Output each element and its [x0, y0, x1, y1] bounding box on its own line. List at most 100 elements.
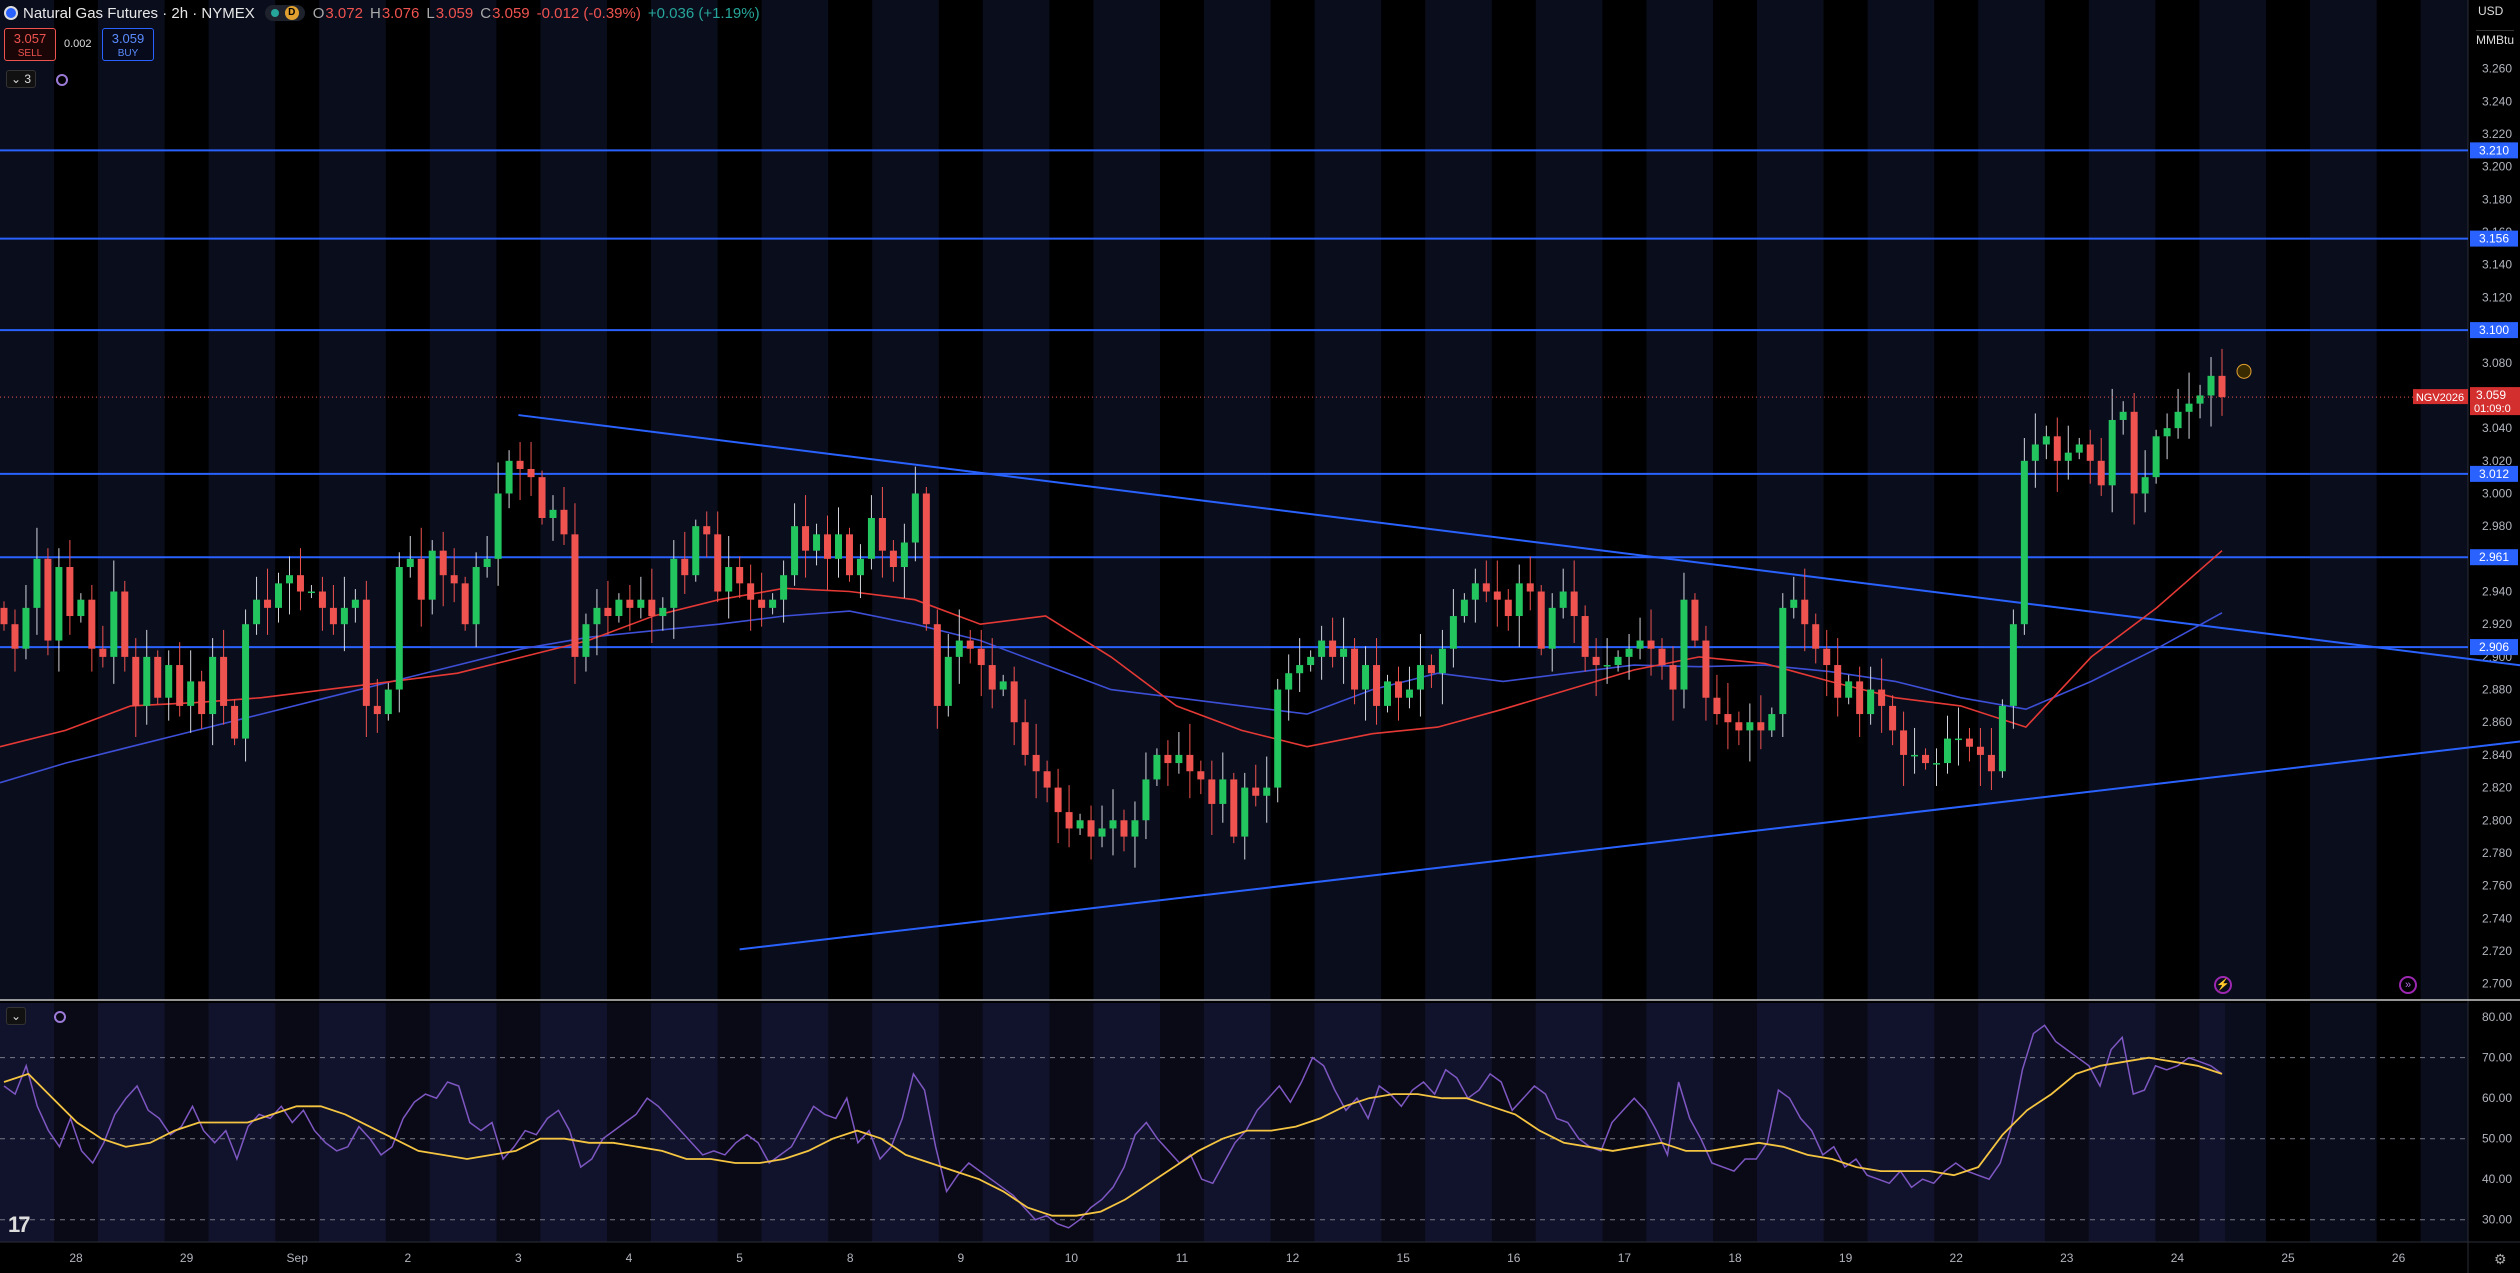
time-tick-label: 22 [1950, 1251, 1964, 1265]
candle-body [0, 607, 8, 625]
unit-label[interactable]: MMBtu [2476, 30, 2515, 47]
candle-body [988, 665, 996, 690]
candle-body [1922, 754, 1930, 764]
sync-icon[interactable] [56, 74, 68, 86]
candle-body [1285, 673, 1293, 690]
level-price-label: 2.961 [2479, 550, 2509, 564]
rsi-sync-icon[interactable] [54, 1011, 66, 1023]
settings-gear-icon[interactable]: ⚙ [2494, 1251, 2507, 1267]
time-tick-label: 4 [626, 1251, 633, 1265]
candle-body [1153, 754, 1161, 780]
candle-body [99, 648, 107, 657]
candle-body [1867, 689, 1875, 715]
candle-body [1856, 681, 1864, 715]
candle-body [1197, 771, 1205, 780]
candle-body [88, 599, 96, 649]
candle-body [692, 526, 700, 576]
rsi-collapse-button[interactable]: ⌄ [6, 1007, 27, 1025]
indicators-toggle-button[interactable]: ⌄ 3 [6, 70, 37, 88]
rsi-moving-average-line [3, 1056, 2223, 1217]
candle-body [1735, 722, 1743, 731]
time-tick-label: 29 [180, 1251, 194, 1265]
candle-body [1471, 583, 1479, 600]
buy-label: BUY [117, 48, 139, 59]
level-price-label: 3.156 [2479, 232, 2509, 246]
candle-body [439, 550, 447, 576]
time-tick-label: 5 [736, 1251, 743, 1265]
candle-body [253, 599, 261, 625]
price-axis-bg [2468, 0, 2520, 1273]
candle-body [2108, 419, 2116, 486]
price-tick-label: 3.140 [2482, 258, 2512, 272]
candle-body [1252, 787, 1260, 796]
current-symbol-label: NGV2026 [2416, 392, 2464, 404]
level-price-label: 3.012 [2479, 467, 2509, 481]
candle-body [2075, 444, 2083, 453]
candle-body [1790, 599, 1798, 608]
candle-body [725, 567, 733, 592]
candle-body [593, 607, 601, 625]
change-value-2: +0.036 (+1.19%) [647, 4, 760, 22]
symbol-title[interactable]: Natural Gas Futures · 2h · NYMEX [23, 4, 255, 22]
candle-body [494, 493, 502, 559]
time-tick-label: 25 [2281, 1251, 2295, 1265]
sell-label: SELL [17, 48, 43, 59]
session-band [2310, 1003, 2377, 1242]
time-tick-label: 15 [1397, 1251, 1411, 1265]
low-label: L [426, 4, 435, 22]
time-tick-label: 11 [1176, 1251, 1189, 1265]
session-band [872, 1003, 939, 1242]
candle-body [1900, 730, 1908, 755]
level-price-tag [2470, 549, 2518, 566]
candle-body [1625, 648, 1633, 657]
candle-body [933, 624, 941, 706]
candle-body [143, 656, 151, 706]
buy-button[interactable]: 3.059 BUY [102, 28, 154, 61]
candle-body [1658, 648, 1666, 666]
session-band [1535, 1003, 1603, 1242]
low-value: 3.059 [435, 4, 474, 22]
candle-body [1120, 820, 1128, 837]
candle-body [1142, 779, 1150, 821]
high-label: H [369, 4, 381, 22]
candle-body [1592, 656, 1600, 666]
session-band [1867, 0, 1935, 1000]
price-tick-label: 3.220 [2482, 127, 2512, 141]
candle-body [1812, 624, 1820, 649]
session-band [540, 1003, 607, 1242]
candle-body [1021, 722, 1029, 755]
candle-body [231, 705, 239, 739]
candle-body [769, 599, 777, 608]
lightning-icon[interactable]: ⚡ [2214, 976, 2232, 994]
candle-body [1515, 583, 1523, 617]
candle-body [22, 607, 30, 649]
session-band [651, 1003, 718, 1242]
scroll-to-realtime-icon[interactable]: » [2399, 976, 2417, 994]
candle-body [242, 624, 250, 739]
candle-body [966, 640, 974, 649]
candle-body [977, 648, 985, 666]
candle-body [1526, 583, 1534, 592]
price-tick-label: 3.180 [2482, 192, 2512, 206]
price-tick-label: 3.020 [2482, 454, 2512, 468]
candle-body [1724, 714, 1732, 723]
level-price-tag [2470, 322, 2518, 339]
candle-body [132, 656, 140, 706]
session-band [761, 0, 829, 1000]
candle-body [911, 493, 919, 543]
candle-body [44, 558, 52, 641]
high-value: 3.076 [381, 4, 420, 22]
tradingview-logo-icon[interactable]: 17 [8, 1212, 31, 1237]
candle-body [1307, 656, 1315, 666]
currency-label[interactable]: USD [2478, 4, 2504, 18]
rsi-tick-label: 60.00 [2482, 1091, 2512, 1105]
dividend-marker-icon [2236, 363, 2252, 379]
sell-button[interactable]: 3.057 SELL [4, 28, 56, 61]
trendline [518, 414, 2520, 667]
candle-body [55, 567, 63, 641]
countdown-label: 01:09:0 [2474, 403, 2511, 415]
candle-body [329, 607, 337, 625]
session-band [1535, 0, 1603, 1000]
market-status-pill[interactable]: D [264, 5, 305, 21]
